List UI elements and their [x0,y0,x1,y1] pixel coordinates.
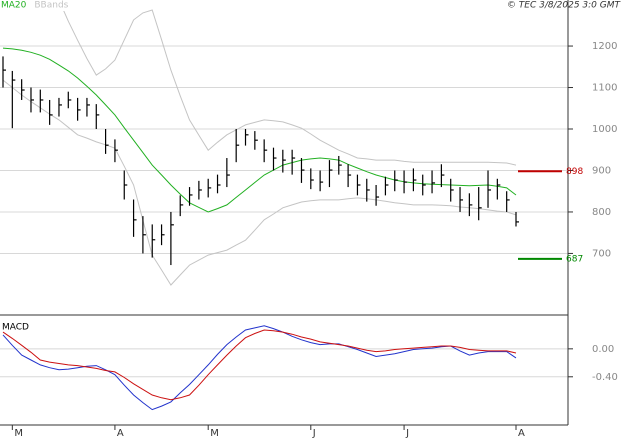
band-upper [58,0,517,166]
x-tick-label: J [312,428,316,439]
legend-entry: BBands [34,1,68,11]
legend-bg [0,0,112,11]
level-label: 687 [566,254,583,264]
macd-panel [0,325,568,411]
price-panel [0,0,568,286]
x-tick-label: A [518,428,525,439]
y-tick-label: 1100 [592,83,617,94]
y-tick-label: 0.00 [592,344,614,355]
band-lower [2,79,517,286]
x-tick-label: A [117,428,124,439]
y-tick-label: 1000 [592,124,617,135]
axes: 700 800 900 1000 1100 1200 0.00 -0.40 M A M J J A [11,41,618,439]
x-tick-label: J [405,428,409,439]
ma-line [2,47,517,213]
macd-line [2,325,517,411]
panel-title: MACD [2,323,29,333]
y-tick-label: 700 [592,248,611,259]
level-label: 898 [566,167,583,177]
y-tick-label: 800 [592,207,611,218]
x-tick-label: M [14,428,23,439]
x-tick-label: M [210,428,219,439]
y-tick-label: 1200 [592,41,617,52]
copyright: © TEC 3/8/2025 3:0 GMT [507,1,622,11]
macd-line [2,329,517,401]
legend-entry: MA20 [1,1,27,11]
y-tick-label: 900 [592,165,611,176]
y-tick-label: -0.40 [592,372,618,383]
